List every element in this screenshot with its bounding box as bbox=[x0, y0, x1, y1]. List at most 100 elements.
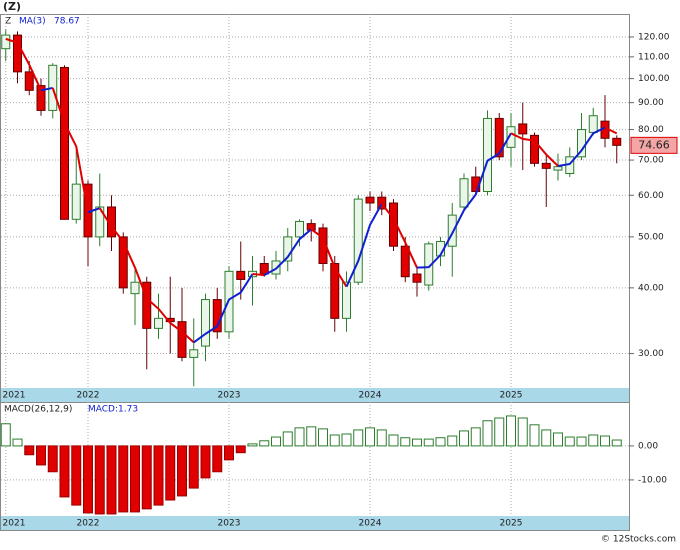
macd-bar bbox=[412, 438, 422, 447]
candle-body bbox=[506, 126, 516, 148]
ma-line bbox=[310, 228, 348, 288]
x-tick-label: 2022 bbox=[77, 391, 100, 401]
macd-bar bbox=[259, 440, 270, 447]
candle-body bbox=[118, 236, 128, 289]
macd-bar bbox=[165, 445, 176, 501]
candle-body bbox=[71, 183, 81, 220]
macd-bar bbox=[118, 445, 129, 513]
macd-bar bbox=[423, 438, 434, 447]
y-tick-label: 40.00 bbox=[638, 283, 664, 293]
candle-body bbox=[447, 214, 457, 247]
macd-bar bbox=[0, 423, 11, 447]
footer: © 12Stocks.com bbox=[601, 535, 676, 545]
macd-bar bbox=[588, 434, 599, 447]
x-tick-label: 2023 bbox=[218, 391, 241, 401]
y-tick-label: 100.00 bbox=[638, 74, 670, 84]
y-tick-label: 120.00 bbox=[638, 32, 670, 42]
candle-body bbox=[201, 299, 210, 347]
candle-body bbox=[306, 223, 316, 231]
ma-line bbox=[263, 228, 312, 276]
macd-bar bbox=[83, 445, 93, 514]
ma-line bbox=[193, 273, 254, 344]
candle-body bbox=[494, 117, 504, 158]
candle-body bbox=[154, 317, 163, 329]
macd-bar bbox=[541, 429, 552, 447]
x-tick-label: 2021 bbox=[3, 391, 26, 401]
y-tick-label: 30.00 bbox=[638, 349, 664, 359]
candle-body bbox=[424, 243, 434, 286]
macd-bar bbox=[282, 431, 293, 447]
macd-bar bbox=[482, 420, 493, 447]
last-price: 74.66 bbox=[638, 138, 670, 151]
ma-line bbox=[416, 132, 512, 269]
macd-bar bbox=[564, 436, 575, 447]
candle-body bbox=[400, 245, 410, 278]
macd-bar bbox=[494, 417, 505, 447]
macd-bar bbox=[94, 445, 105, 515]
ma-line bbox=[5, 37, 42, 91]
y-tick-label: 0.00 bbox=[638, 441, 658, 451]
last-price-box bbox=[630, 136, 678, 154]
price-panel bbox=[0, 14, 630, 403]
candle-body bbox=[283, 236, 293, 262]
macd-bar bbox=[353, 429, 364, 447]
x-tick-label: 2024 bbox=[359, 391, 382, 401]
candle-body bbox=[95, 206, 105, 238]
candle-body bbox=[541, 162, 551, 169]
macd-bar bbox=[141, 445, 152, 510]
macd-bar bbox=[470, 427, 481, 447]
ma-line bbox=[380, 203, 418, 269]
candle-body bbox=[330, 263, 340, 319]
candle-body bbox=[177, 321, 187, 358]
candle-body bbox=[365, 196, 375, 204]
y-tick-label: 60.00 bbox=[638, 191, 664, 201]
x-tick-label: 2021 bbox=[3, 519, 26, 529]
macd-bar bbox=[329, 434, 340, 447]
y-tick-label: 110.00 bbox=[638, 52, 670, 62]
macd-bar bbox=[576, 436, 587, 447]
y-tick-label: 50.00 bbox=[638, 232, 664, 242]
macd-bar bbox=[600, 435, 610, 447]
ma-line bbox=[252, 273, 265, 277]
macd-bar bbox=[71, 445, 82, 506]
macd-bar bbox=[447, 435, 458, 447]
x-tick-label: 2024 bbox=[359, 519, 382, 529]
macd-bar bbox=[153, 445, 164, 506]
candle-body bbox=[412, 273, 422, 283]
macd-bar bbox=[130, 445, 140, 513]
ma-line bbox=[604, 126, 618, 135]
x-tick-label: 2025 bbox=[500, 391, 523, 401]
macd-bar bbox=[200, 445, 211, 479]
candle-body bbox=[295, 220, 304, 238]
date-strip bbox=[1, 388, 629, 402]
macd-bar bbox=[435, 437, 446, 447]
macd-bar bbox=[365, 427, 375, 447]
legend-ma-value: 78.67 bbox=[54, 17, 80, 27]
macd-bar bbox=[212, 445, 223, 473]
macd-bar bbox=[12, 438, 23, 447]
macd-bar bbox=[188, 445, 199, 489]
macd-bar bbox=[459, 430, 469, 447]
candle-body bbox=[459, 178, 469, 208]
candle-body bbox=[553, 166, 563, 171]
macd-bar bbox=[388, 434, 399, 447]
macd-bar bbox=[59, 445, 70, 498]
candle-body bbox=[130, 281, 140, 295]
candle-body bbox=[13, 34, 22, 73]
macd-bar bbox=[224, 445, 234, 461]
legend-ma: MA(3) bbox=[19, 17, 46, 27]
ma-line bbox=[557, 126, 606, 167]
macd-bar bbox=[376, 429, 387, 447]
macd-bar bbox=[36, 445, 46, 466]
macd-bar bbox=[400, 437, 411, 447]
ma-line bbox=[40, 86, 53, 92]
date-strip bbox=[1, 516, 629, 530]
macd-bar bbox=[306, 426, 317, 447]
macd-bar bbox=[24, 445, 35, 456]
macd-bar bbox=[553, 432, 563, 447]
macd-bar bbox=[47, 445, 58, 473]
macd-bar bbox=[235, 445, 246, 454]
chart-title: (Z) bbox=[3, 0, 21, 13]
candle-body bbox=[1, 34, 11, 50]
